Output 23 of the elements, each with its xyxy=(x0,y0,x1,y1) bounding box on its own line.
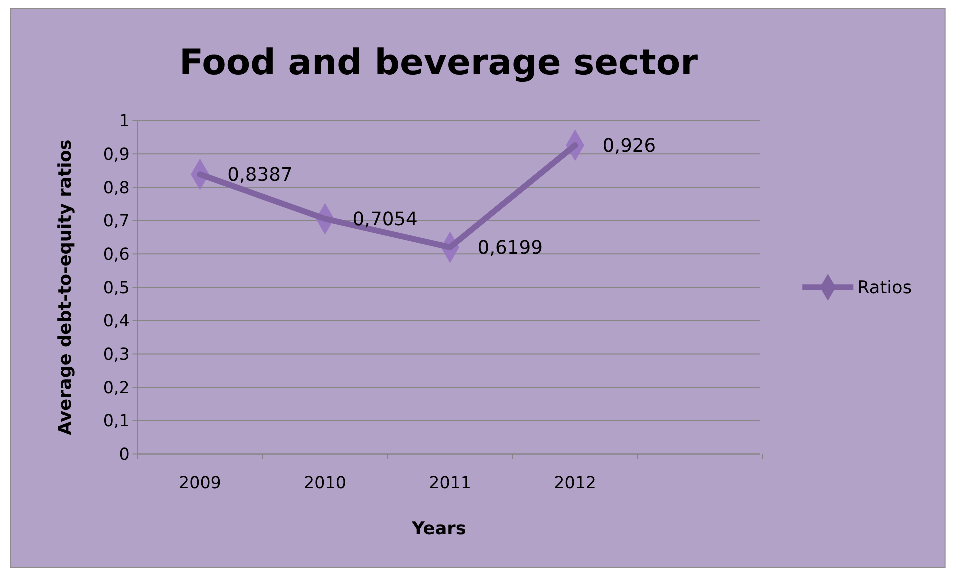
y-tick-label: 0 xyxy=(119,445,130,464)
y-tick-label: 0,7 xyxy=(103,212,130,231)
y-tick-label: 0,3 xyxy=(103,345,130,364)
x-tick-label: 2011 xyxy=(429,474,472,493)
y-tick-label: 1 xyxy=(119,112,130,131)
x-tick-label: 2009 xyxy=(179,474,222,493)
y-tick-label: 0,9 xyxy=(103,144,130,164)
x-tick-label: 2012 xyxy=(554,474,597,493)
y-tick-label: 0,5 xyxy=(103,278,130,298)
data-label: 0,6199 xyxy=(478,238,543,260)
y-tick-label: 0,1 xyxy=(103,412,130,431)
x-tick-label: 2010 xyxy=(304,474,346,493)
data-label: 0,8387 xyxy=(228,165,293,186)
x-axis-title: Years xyxy=(411,520,466,540)
data-label: 0,7054 xyxy=(352,210,418,231)
y-tick-label: 0,6 xyxy=(103,245,130,264)
y-tick-label: 0,4 xyxy=(103,312,130,331)
y-tick-label: 0,8 xyxy=(103,178,130,198)
y-axis-title: Average debt-to-equity ratios xyxy=(56,140,76,436)
data-label: 0,926 xyxy=(602,136,656,157)
chart-title: Food and beverage sector xyxy=(180,42,699,84)
y-tick-label: 0,2 xyxy=(103,378,130,398)
legend-label: Ratios xyxy=(858,278,912,299)
